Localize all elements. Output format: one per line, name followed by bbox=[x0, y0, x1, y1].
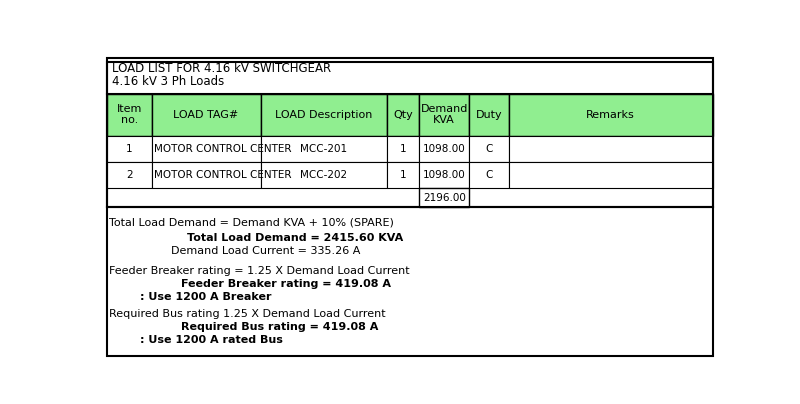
Bar bbox=[261, 94, 387, 136]
Text: Required Bus rating = 419.08 A: Required Bus rating = 419.08 A bbox=[181, 322, 378, 332]
Bar bbox=[107, 162, 152, 188]
Text: MOTOR CONTROL CENTER: MOTOR CONTROL CENTER bbox=[154, 144, 291, 154]
Bar bbox=[419, 162, 470, 188]
Text: C: C bbox=[486, 170, 493, 180]
Text: Demand
KVA: Demand KVA bbox=[421, 104, 468, 125]
Bar bbox=[152, 136, 261, 162]
Text: Item
no.: Item no. bbox=[117, 104, 142, 125]
Bar bbox=[387, 162, 419, 188]
Text: : Use 1200 A Breaker: : Use 1200 A Breaker bbox=[140, 292, 272, 302]
Bar bbox=[419, 94, 470, 136]
Text: Feeder Breaker rating = 419.08 A: Feeder Breaker rating = 419.08 A bbox=[181, 279, 390, 288]
Text: MOTOR CONTROL CENTER: MOTOR CONTROL CENTER bbox=[154, 170, 291, 180]
Text: Total Load Demand = Demand KVA + 10% (SPARE): Total Load Demand = Demand KVA + 10% (SP… bbox=[110, 218, 394, 228]
Bar bbox=[261, 136, 387, 162]
Text: 1098.00: 1098.00 bbox=[423, 144, 466, 154]
Bar bbox=[470, 162, 509, 188]
Text: LOAD Description: LOAD Description bbox=[275, 109, 373, 120]
Bar bbox=[387, 94, 419, 136]
Text: Total Load Demand = 2415.60 KVA: Total Load Demand = 2415.60 KVA bbox=[187, 233, 403, 243]
Text: 1098.00: 1098.00 bbox=[423, 170, 466, 180]
Text: C: C bbox=[486, 144, 493, 154]
Text: Duty: Duty bbox=[476, 109, 502, 120]
Text: MCC-201: MCC-201 bbox=[300, 144, 347, 154]
Bar bbox=[509, 136, 713, 162]
Text: MCC-202: MCC-202 bbox=[300, 170, 347, 180]
Bar bbox=[470, 136, 509, 162]
Text: LOAD LIST FOR 4.16 kV SWITCHGEAR: LOAD LIST FOR 4.16 kV SWITCHGEAR bbox=[112, 62, 331, 75]
Bar bbox=[107, 136, 152, 162]
Text: Remarks: Remarks bbox=[586, 109, 635, 120]
Bar bbox=[509, 162, 713, 188]
Bar bbox=[419, 188, 470, 207]
Text: 2: 2 bbox=[126, 170, 133, 180]
Text: Required Bus rating 1.25 X Demand Load Current: Required Bus rating 1.25 X Demand Load C… bbox=[110, 309, 386, 318]
Text: LOAD TAG#: LOAD TAG# bbox=[174, 109, 238, 120]
Text: 4.16 kV 3 Ph Loads: 4.16 kV 3 Ph Loads bbox=[112, 75, 225, 88]
Bar bbox=[152, 94, 261, 136]
Bar bbox=[107, 94, 152, 136]
Bar bbox=[419, 136, 470, 162]
Bar bbox=[261, 162, 387, 188]
Text: Qty: Qty bbox=[393, 109, 413, 120]
Bar bbox=[107, 63, 713, 207]
Text: 1: 1 bbox=[400, 170, 406, 180]
Text: 1: 1 bbox=[400, 144, 406, 154]
Text: 2196.00: 2196.00 bbox=[422, 193, 466, 203]
Text: Demand Load Current = 335.26 A: Demand Load Current = 335.26 A bbox=[171, 246, 361, 256]
Text: Feeder Breaker rating = 1.25 X Demand Load Current: Feeder Breaker rating = 1.25 X Demand Lo… bbox=[110, 265, 410, 276]
Bar bbox=[152, 162, 261, 188]
Bar bbox=[470, 94, 509, 136]
Text: : Use 1200 A rated Bus: : Use 1200 A rated Bus bbox=[140, 335, 283, 345]
Bar bbox=[509, 94, 713, 136]
Bar bbox=[387, 136, 419, 162]
Text: 1: 1 bbox=[126, 144, 133, 154]
